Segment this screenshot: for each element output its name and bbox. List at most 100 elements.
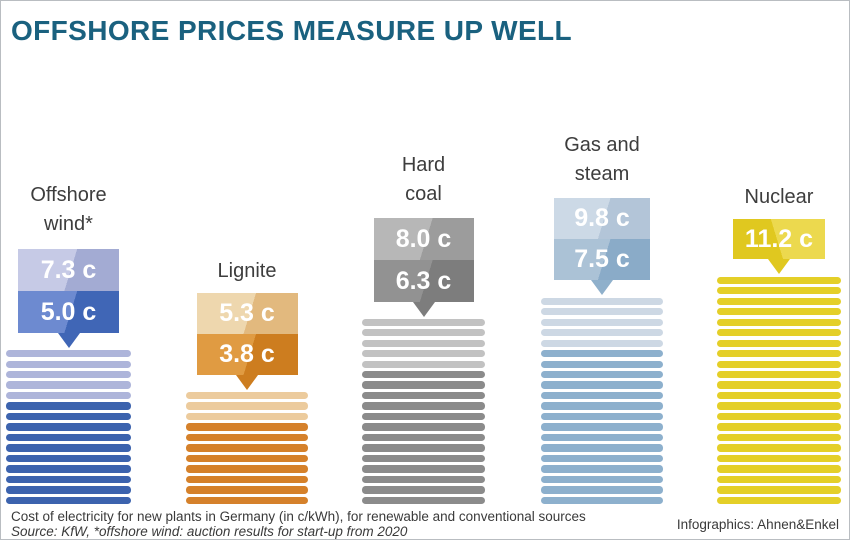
stripe (6, 465, 131, 473)
stripe (541, 371, 663, 379)
stripe (186, 433, 308, 442)
stripe (6, 381, 131, 389)
stripe (362, 486, 485, 494)
stripe (186, 465, 308, 473)
stripe (6, 423, 131, 431)
column-nuclear: Nuclear 11.2 c (717, 1, 841, 539)
stripe (717, 339, 841, 347)
price-tag-hard-coal: 8.0 c 6.3 c (373, 218, 474, 317)
stripe (362, 444, 485, 452)
stripe (186, 412, 308, 421)
stripe (541, 381, 663, 389)
stripe (541, 454, 663, 463)
stripe (6, 391, 131, 400)
price-tag-upper-nuclear: 11.2 c (733, 219, 825, 259)
stripe (541, 433, 663, 442)
price-tag-upper-lignite: 5.3 c (196, 293, 298, 334)
stripe (186, 486, 308, 494)
stripe-stack-nuclear (717, 276, 841, 504)
stripe (717, 433, 841, 442)
stripe-stack-gas-and-steam (541, 297, 663, 504)
chart-caption: Cost of electricity for new plants in Ge… (11, 509, 586, 524)
stripe (541, 496, 663, 504)
stripe (541, 339, 663, 347)
column-offshore-wind: Offshore wind* 7.3 c 5.0 c (6, 1, 131, 539)
stripe (362, 371, 485, 379)
stripe (717, 329, 841, 337)
price-tag-lower-lignite: 3.8 c (196, 334, 298, 375)
stripe (186, 454, 308, 463)
stripe (717, 486, 841, 494)
price-tag-upper-gas-and-steam: 9.8 c (554, 198, 650, 239)
infographic-credit: Infographics: Ahnen&Enkel (676, 517, 839, 532)
stripe (362, 360, 485, 368)
stripe (362, 423, 485, 431)
stripe (541, 486, 663, 494)
price-tag-offshore-wind: 7.3 c 5.0 c (18, 249, 119, 348)
stripe (717, 308, 841, 316)
stripe (6, 444, 131, 452)
stripe (6, 350, 131, 358)
price-tag-nuclear: 11.2 c (733, 219, 825, 274)
stripe (717, 496, 841, 504)
column-label-hard-coal: Hard coal (401, 154, 446, 205)
stripe (6, 454, 131, 463)
stripe (362, 391, 485, 400)
stripe (541, 318, 663, 326)
stripe (6, 486, 131, 494)
column-gas-and-steam: Gas and steam 9.8 c 7.5 c (541, 1, 663, 539)
stripe (541, 412, 663, 421)
stripe (541, 475, 663, 484)
stripe (362, 412, 485, 421)
stripe (717, 360, 841, 368)
stripe (717, 423, 841, 431)
stripe (362, 339, 485, 347)
stripe (717, 475, 841, 484)
column-label-offshore-wind: Offshore wind* (30, 184, 107, 235)
price-tag-gas-and-steam: 9.8 c 7.5 c (554, 198, 650, 295)
stripe (541, 465, 663, 473)
stripe (362, 496, 485, 504)
stripe (541, 297, 663, 305)
stripe (186, 423, 308, 431)
stripe (6, 412, 131, 421)
stripe (717, 371, 841, 379)
stripe (541, 360, 663, 368)
price-tag-upper-offshore-wind: 7.3 c (18, 249, 119, 291)
stripe (541, 329, 663, 337)
stripe (717, 318, 841, 326)
stripe (541, 402, 663, 410)
chart-title: OFFSHORE PRICES MEASURE UP WELL (11, 15, 573, 46)
column-label-nuclear: Nuclear (744, 186, 814, 208)
stripe (541, 350, 663, 358)
stripe (6, 433, 131, 442)
price-tag-pointer-offshore-wind (57, 333, 80, 348)
price-tag-pointer-hard-coal (412, 302, 435, 317)
stripe (717, 276, 841, 284)
stripe (717, 287, 841, 295)
stripe (186, 475, 308, 484)
column-label-gas-and-steam: Gas and steam (564, 134, 640, 185)
price-tag-upper-hard-coal: 8.0 c (373, 218, 474, 260)
price-tag-lower-hard-coal: 6.3 c (373, 260, 474, 302)
stripe-stack-offshore-wind (6, 350, 131, 504)
stripe (362, 454, 485, 463)
price-tag-pointer-lignite (236, 375, 258, 390)
stripe (362, 329, 485, 337)
stripe (362, 465, 485, 473)
stripe (541, 444, 663, 452)
stripe (717, 412, 841, 421)
stripe (6, 475, 131, 484)
stripe (717, 391, 841, 400)
stripe (541, 308, 663, 316)
stripe-stack-hard-coal (362, 318, 485, 504)
stripe (362, 350, 485, 358)
chart-source-note: Source: KfW, *offshore wind: auction res… (11, 524, 408, 539)
stripe (6, 496, 131, 504)
stripe (362, 381, 485, 389)
stripe (362, 433, 485, 442)
price-tag-pointer-nuclear (768, 259, 790, 274)
stripe (362, 402, 485, 410)
column-hard-coal: Hard coal 8.0 c 6.3 c (362, 1, 485, 539)
